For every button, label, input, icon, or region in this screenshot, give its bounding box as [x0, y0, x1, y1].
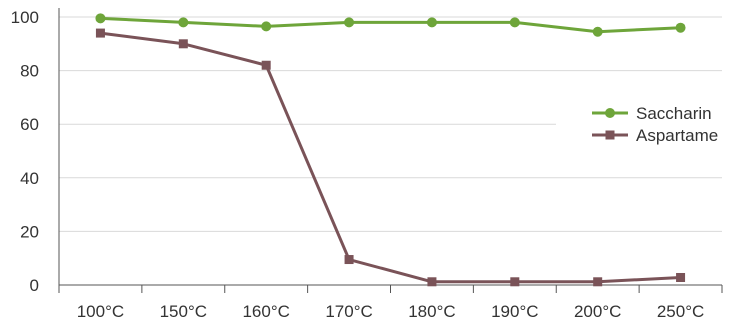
y-tick-label: 40 [20, 169, 39, 188]
data-point [95, 13, 106, 24]
x-tick-label: 150°C [160, 302, 207, 321]
data-point [675, 22, 686, 33]
legend-item-aspartame: Aspartame [592, 126, 718, 145]
series-line-saccharin [100, 16, 681, 34]
data-point [178, 17, 189, 28]
axes: 0 20 40 60 80 100 100°C 150°C 160°C 170°C 180°C 190… [11, 8, 723, 321]
series-line-aspartame [100, 31, 681, 284]
data-point [261, 60, 271, 70]
series-saccharin [95, 13, 686, 37]
x-tick-label: 100°C [77, 302, 124, 321]
x-tick-label: 180°C [408, 302, 455, 321]
x-tick-label: 160°C [242, 302, 289, 321]
y-tick-label: 100 [11, 8, 39, 27]
legend-item-saccharin: Saccharin [592, 104, 712, 123]
y-tick-label: 60 [20, 115, 39, 134]
legend-label: Saccharin [636, 104, 712, 123]
data-point [178, 39, 188, 49]
gridlines [59, 16, 722, 232]
data-point [344, 17, 355, 28]
legend: Saccharin Aspartame [592, 104, 718, 145]
series-group [95, 13, 686, 287]
data-point [344, 255, 354, 265]
data-point [427, 277, 437, 287]
x-tick-label: 250°C [657, 302, 704, 321]
data-point [426, 17, 437, 28]
y-tick-label: 20 [20, 222, 39, 241]
data-point [592, 26, 603, 37]
x-tick-label: 200°C [574, 302, 621, 321]
y-tick-label: 80 [20, 62, 39, 81]
x-tick-label: 190°C [491, 302, 538, 321]
legend-marker [605, 108, 615, 118]
data-point [509, 17, 520, 28]
data-point [95, 28, 105, 38]
series-aspartame [95, 28, 686, 287]
x-tick-label: 170°C [325, 302, 372, 321]
data-point [510, 277, 520, 287]
legend-marker [605, 130, 615, 140]
y-tick-label: 0 [30, 276, 39, 295]
legend-label: Aspartame [636, 126, 718, 145]
data-point [676, 272, 686, 282]
data-point [593, 277, 603, 287]
data-point [261, 21, 272, 32]
